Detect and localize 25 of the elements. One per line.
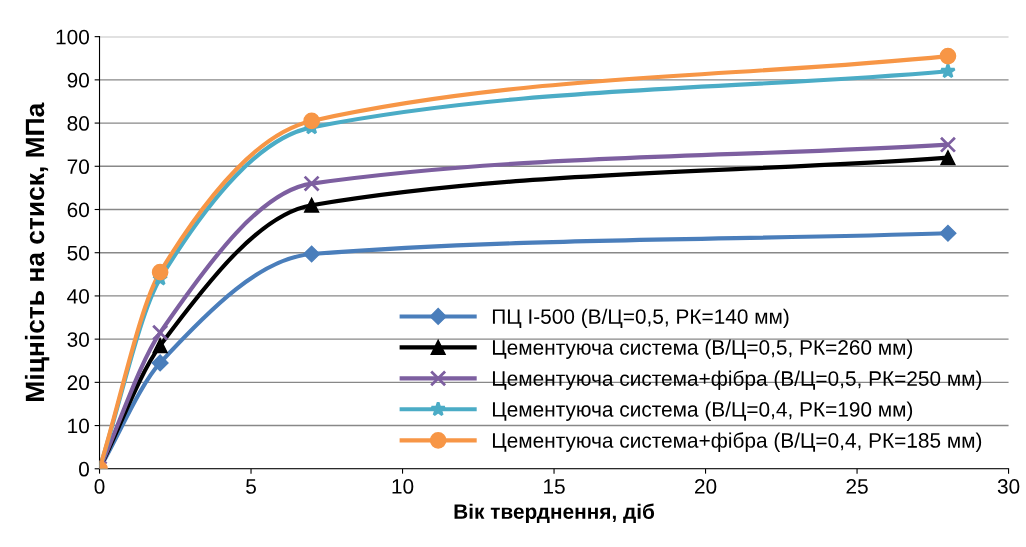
y-tick-label: 80 xyxy=(67,116,89,131)
x-tick-label: 10 xyxy=(392,479,414,494)
y-tick-label: 100 xyxy=(56,29,89,45)
y-axis-title: Міцність на стиск, МПа xyxy=(24,102,50,401)
x-tick-label: 30 xyxy=(997,479,1020,494)
x-tick-label: 0 xyxy=(94,479,105,494)
y-tick-label: 40 xyxy=(67,288,89,304)
x-tick-label: 20 xyxy=(695,479,717,494)
y-tick-label: 60 xyxy=(67,202,89,218)
legend-label: Цементуюча система+фібра (В/Ц=0,5, РК=250 мм) xyxy=(492,370,982,391)
y-tick-label: 20 xyxy=(67,375,89,391)
x-axis-title: Вік тверднення, діб xyxy=(454,503,655,524)
x-tick-label: 25 xyxy=(846,479,868,494)
legend-label: Цементуюча система+фібра (В/Ц=0,4, РК=185 мм) xyxy=(492,432,982,452)
y-tick-label: 0 xyxy=(79,461,89,477)
y-tick-label: 30 xyxy=(67,332,89,347)
legend-label: Цементуюча система (В/Ц=0,5, РК=260 мм) xyxy=(492,339,913,359)
y-tick-label: 70 xyxy=(67,159,89,175)
y-tick-label: 10 xyxy=(68,418,89,434)
legend-label: ПЦ І-500 (В/Ц=0,5, РК=140 мм) xyxy=(492,308,789,329)
x-tick-label: 5 xyxy=(246,479,256,494)
x-tick-label: 15 xyxy=(544,479,565,494)
y-tick-label: 90 xyxy=(67,72,89,88)
legend-label: Цементуюча система (В/Ц=0,4, РК=190 мм) xyxy=(492,401,913,421)
y-tick-label: 50 xyxy=(67,245,89,261)
